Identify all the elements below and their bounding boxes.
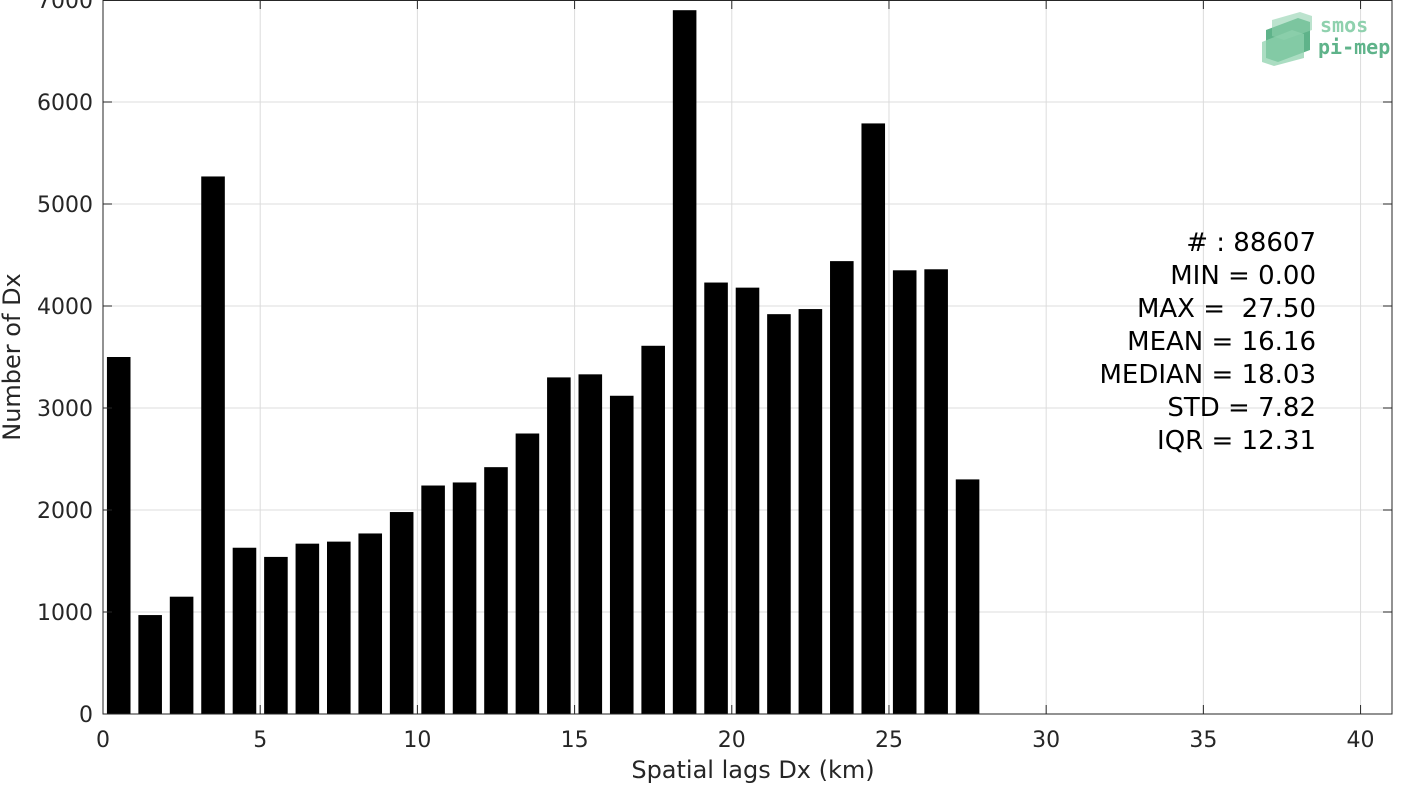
x-tick-label: 5 <box>253 728 267 753</box>
x-tick-label: 30 <box>1032 728 1060 753</box>
bar <box>358 533 383 714</box>
bar <box>798 309 823 714</box>
bar <box>955 479 980 714</box>
bar <box>264 556 288 714</box>
bar <box>232 547 257 714</box>
bar <box>735 287 760 714</box>
y-tick-label: 3000 <box>37 397 93 422</box>
bar <box>421 485 445 714</box>
x-tick-label: 20 <box>718 728 746 753</box>
logo-text-smos: smos <box>1320 13 1368 37</box>
stat-line: STD = 7.82 <box>1167 393 1316 423</box>
x-tick-label: 40 <box>1347 728 1375 753</box>
x-tick-label: 35 <box>1189 728 1217 753</box>
x-tick-label: 10 <box>403 728 431 753</box>
x-tick-labels: 0 5 10 15 20 25 30 35 40 <box>96 728 1375 753</box>
stat-line: MEAN = 16.16 <box>1127 327 1316 357</box>
bar <box>169 596 194 714</box>
y-tick-label: 2000 <box>37 499 93 524</box>
bar <box>892 270 917 714</box>
y-tick-labels: 0 1000 2000 3000 4000 5000 6000 7000 <box>37 0 93 728</box>
y-tick-label: 0 <box>79 703 93 728</box>
y-tick-label: 7000 <box>37 0 93 14</box>
x-axis-label: Spatial lags Dx (km) <box>631 756 874 784</box>
y-tick-label: 1000 <box>37 601 93 626</box>
logo-text-pi-mep: pi-mep <box>1318 35 1390 59</box>
bar <box>452 482 477 714</box>
y-axis-label: Number of Dx <box>0 273 26 440</box>
bar <box>641 345 665 714</box>
bar <box>295 543 320 714</box>
bar <box>515 433 540 714</box>
bar <box>861 123 886 715</box>
bar <box>201 176 225 714</box>
x-tick-label: 25 <box>875 728 903 753</box>
x-tick-label: 15 <box>561 728 589 753</box>
tick-marks <box>102 0 1392 715</box>
y-tick-label: 5000 <box>37 193 93 218</box>
bar <box>106 357 131 714</box>
bar <box>578 374 603 714</box>
stat-line: MAX = 27.50 <box>1137 294 1316 324</box>
y-tick-label: 6000 <box>37 91 93 116</box>
plot-frame <box>102 0 1393 715</box>
bar <box>138 615 162 714</box>
bars <box>106 10 980 715</box>
stat-line: MEDIAN = 18.03 <box>1099 360 1316 390</box>
bar <box>389 512 414 714</box>
bar <box>672 10 697 714</box>
bar <box>484 467 508 714</box>
stat-line: IQR = 12.31 <box>1157 426 1316 456</box>
bar <box>704 282 728 714</box>
y-tick-label: 4000 <box>37 295 93 320</box>
stat-line: # : 88607 <box>1186 228 1316 258</box>
x-tick-label: 0 <box>96 728 110 753</box>
bar <box>924 269 948 714</box>
bar <box>327 541 351 714</box>
bar <box>830 261 854 714</box>
stat-line: MIN = 0.00 <box>1170 261 1316 291</box>
bar <box>609 395 634 714</box>
bar <box>547 377 571 714</box>
bar <box>767 314 791 714</box>
logo-emblem-icon <box>1262 12 1312 66</box>
smos-pi-mep-logo: smos pi-mep <box>1262 12 1390 66</box>
